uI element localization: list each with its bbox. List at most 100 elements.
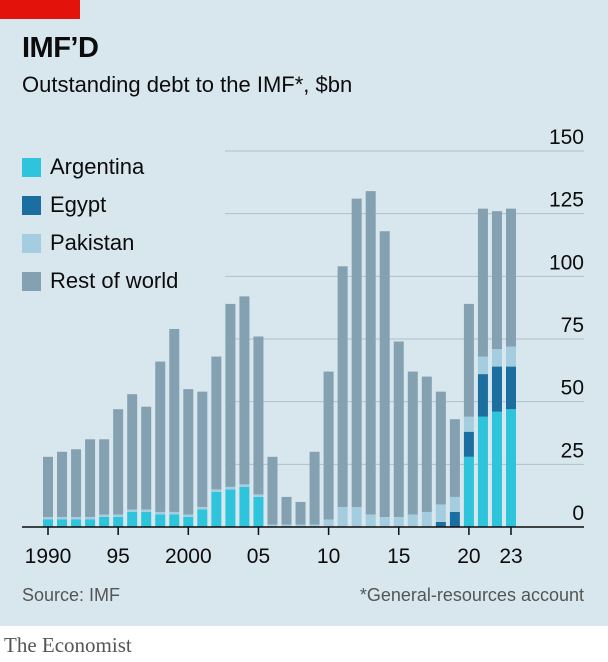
bar-pakistan-2019 — [449, 496, 460, 512]
footnote: *General-resources account — [359, 585, 584, 605]
bar-argentina-1997 — [141, 511, 152, 527]
bar-rest-2015 — [393, 341, 404, 517]
bar-argentina-1994 — [99, 516, 110, 527]
bar-pakistan-2015 — [393, 516, 404, 527]
bar-rest-2006 — [267, 456, 278, 525]
bar-rest-2018 — [435, 391, 446, 505]
bar-argentina-1995 — [113, 516, 124, 527]
bar-pakistan-2021 — [477, 356, 488, 375]
bar-rest-2021 — [477, 208, 488, 357]
bar-pakistan-1996 — [127, 509, 138, 512]
bar-pakistan-2009 — [309, 524, 320, 527]
x-tick-label-2020: 20 — [457, 545, 480, 568]
chart-subtitle: Outstanding debt to the IMF*, $bn — [22, 72, 353, 97]
bar-egypt-2023 — [506, 366, 516, 410]
source-note: Source: IMF — [22, 585, 121, 605]
bar-argentina-2021 — [477, 416, 488, 527]
chart-title: IMF’D — [22, 32, 99, 64]
bar-pakistan-1994 — [99, 514, 110, 517]
legend-swatch-egypt — [22, 195, 41, 215]
bar-argentina-2022 — [491, 411, 502, 527]
bar-pakistan-2008 — [295, 524, 306, 527]
bar-argentina-2005 — [253, 496, 264, 527]
bar-pakistan-2003 — [225, 486, 236, 490]
legend-item-pakistan: Pakistan — [22, 224, 178, 262]
legend-swatch-pakistan — [22, 233, 41, 253]
bar-pakistan-2007 — [281, 524, 292, 527]
stacked-bar-chart: 0 25 50 75 100 125 150 1990 95 2000 05 10 15 20 23 — [22, 126, 584, 568]
bar-argentina-1992 — [71, 519, 82, 527]
bar-pakistan-1991 — [57, 516, 68, 520]
bar-rest-2010 — [323, 371, 334, 520]
brand-logo-text: The Economist — [4, 633, 132, 657]
bar-pakistan-2011 — [337, 506, 348, 527]
bar-pakistan-2023 — [506, 346, 516, 367]
bar-pakistan-2006 — [267, 524, 278, 527]
legend-item-argentina: Argentina — [22, 148, 178, 186]
bar-rest-2012 — [351, 198, 362, 507]
bar-pakistan-1993 — [85, 516, 96, 520]
bar-rest-2007 — [281, 496, 292, 525]
bar-pakistan-2018 — [435, 504, 446, 522]
bar-pakistan-2004 — [239, 484, 250, 487]
bar-rest-1995 — [113, 409, 124, 515]
legend-label-rest-of-world: Rest of world — [50, 268, 179, 293]
brand-red-tag — [0, 0, 80, 19]
y-tick-label-25: 25 — [561, 439, 584, 462]
legend-item-rest-of-world: Rest of world — [22, 262, 178, 300]
bar-pakistan-2013 — [365, 514, 376, 527]
bar-egypt-2019 — [449, 511, 460, 527]
bar-rest-1992 — [71, 449, 82, 517]
bar-pakistan-2002 — [211, 489, 222, 492]
bar-argentina-2023 — [506, 409, 516, 527]
bar-rest-2000 — [183, 389, 194, 515]
bar-rest-2009 — [309, 451, 320, 525]
bar-rest-2011 — [337, 266, 348, 507]
bars — [43, 191, 516, 527]
bar-rest-2004 — [239, 296, 250, 485]
bar-rest-2008 — [295, 501, 306, 525]
bar-pakistan-2012 — [351, 506, 362, 527]
bar-rest-1991 — [57, 451, 68, 517]
bar-argentina-1996 — [127, 511, 138, 527]
y-tick-label-50: 50 — [561, 377, 584, 400]
bar-argentina-1991 — [57, 519, 68, 527]
bar-pakistan-1995 — [113, 514, 124, 517]
legend-label-egypt: Egypt — [50, 192, 107, 217]
bar-pakistan-2014 — [379, 516, 390, 527]
bar-argentina-2000 — [183, 516, 194, 527]
y-tick-label-150: 150 — [549, 126, 584, 149]
bar-argentina-1993 — [85, 519, 96, 527]
bar-argentina-2004 — [239, 486, 250, 527]
bar-rest-2013 — [365, 191, 376, 515]
bar-rest-2005 — [253, 336, 264, 495]
axes: 0 25 50 75 100 125 150 1990 95 2000 05 10 15 20 23 — [22, 126, 584, 568]
legend-label-argentina: Argentina — [50, 154, 145, 179]
x-tick-label-2005: 05 — [247, 545, 270, 568]
bar-rest-1994 — [99, 439, 110, 515]
bar-argentina-2002 — [211, 491, 222, 527]
bar-pakistan-1998 — [155, 511, 166, 515]
bar-argentina-1999 — [169, 514, 180, 527]
legend: Argentina Egypt Pakistan Rest of world — [22, 148, 178, 300]
bar-egypt-2018 — [435, 521, 446, 527]
bar-pakistan-2001 — [197, 506, 208, 510]
x-tick-label-2000: 2000 — [165, 545, 212, 568]
bar-rest-2017 — [421, 376, 432, 512]
bar-rest-2023 — [506, 208, 516, 347]
bar-rest-2001 — [197, 391, 208, 507]
bar-rest-2003 — [225, 303, 236, 487]
bar-argentina-2020 — [463, 456, 474, 527]
legend-swatch-argentina — [22, 157, 41, 177]
y-tick-label-125: 125 — [549, 189, 584, 212]
bar-egypt-2020 — [463, 431, 474, 457]
bar-rest-2022 — [491, 211, 502, 350]
bar-pakistan-1990 — [43, 516, 53, 520]
bar-rest-2019 — [449, 419, 460, 497]
bar-rest-1990 — [43, 456, 53, 517]
gridlines — [225, 150, 584, 465]
bar-rest-2020 — [463, 303, 474, 417]
bar-pakistan-1992 — [71, 516, 82, 520]
bar-pakistan-2022 — [491, 349, 502, 367]
x-tick-label-1995: 95 — [106, 545, 129, 568]
